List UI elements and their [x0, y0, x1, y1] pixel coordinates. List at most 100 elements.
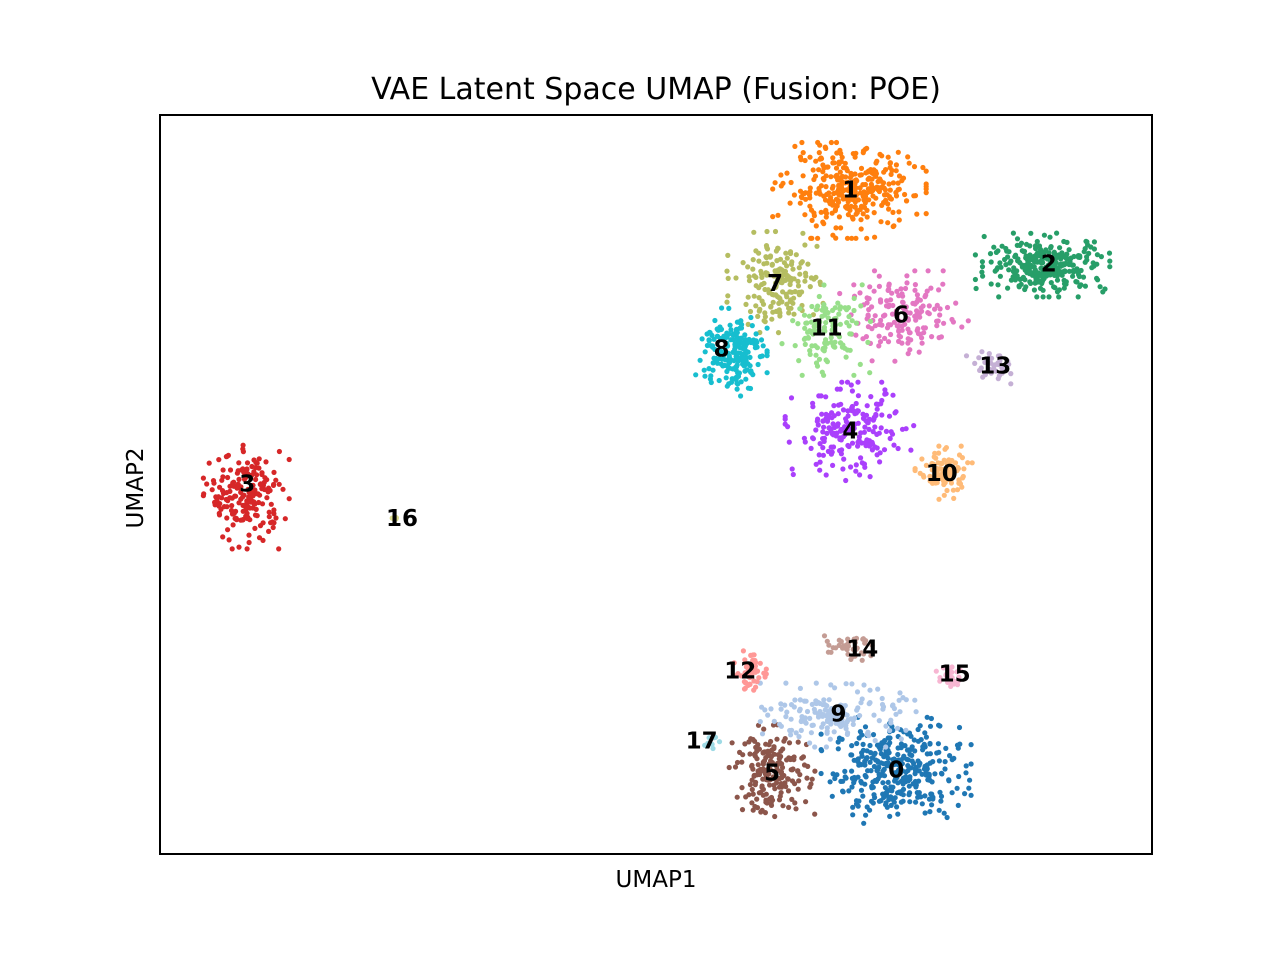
cluster-3-point [225, 527, 231, 533]
cluster-7-point [753, 248, 759, 254]
cluster-0-point [864, 804, 870, 810]
cluster-4-point [891, 442, 897, 448]
cluster-8-point [697, 357, 703, 363]
cluster-7-point [769, 316, 775, 322]
cluster-3-point [276, 448, 282, 455]
cluster-6-point [896, 293, 902, 299]
cluster-7-point [756, 258, 762, 264]
cluster-7-point [802, 270, 809, 276]
cluster-8-point [710, 360, 716, 366]
cluster-7-point [724, 268, 730, 274]
cluster-3-point [258, 481, 264, 487]
cluster-3-point [256, 456, 262, 462]
cluster-8-point [699, 336, 705, 342]
cluster-0-point [929, 779, 935, 785]
cluster-2-point [1084, 254, 1090, 260]
cluster-4-point [840, 427, 846, 433]
cluster-4-point [810, 436, 817, 442]
cluster-11-point [849, 318, 855, 324]
cluster-7-point [779, 280, 785, 286]
cluster-5-point [774, 736, 780, 742]
cluster-9-point [778, 706, 784, 712]
cluster-11-point [851, 295, 857, 301]
cluster-2-point [1095, 277, 1101, 283]
cluster-5-point [747, 751, 753, 757]
cluster-9-point [808, 730, 815, 736]
cluster-0-point [916, 762, 922, 769]
cluster-3-point [271, 507, 277, 513]
cluster-5-point [812, 811, 818, 817]
cluster-15-point [933, 668, 939, 674]
cluster-0-point [849, 784, 855, 790]
cluster-0-point [873, 778, 880, 785]
cluster-2-point [1094, 252, 1100, 258]
cluster-1-point [837, 147, 843, 153]
y-axis-label: UMAP2 [123, 448, 149, 529]
cluster-9-point [867, 700, 873, 706]
cluster-17-point [702, 742, 708, 748]
cluster-9-point [897, 709, 903, 715]
cluster-4-point [840, 466, 846, 472]
cluster-9-point [824, 725, 830, 731]
cluster-11-point [867, 318, 874, 324]
cluster-2-point [1077, 283, 1083, 289]
cluster-0-point [827, 779, 833, 785]
cluster-14-point [845, 643, 852, 649]
cluster-2-point [1006, 267, 1012, 273]
cluster-0-point [856, 762, 862, 768]
cluster-6-point [902, 285, 909, 292]
cluster-10-point [950, 487, 957, 493]
cluster-0-point [877, 746, 883, 752]
cluster-3-point [244, 460, 251, 466]
cluster-9-point [854, 689, 861, 695]
cluster-2-point [1052, 262, 1058, 268]
cluster-9-point [879, 701, 886, 708]
cluster-1-point [861, 204, 868, 210]
cluster-6-point [860, 336, 866, 342]
cluster-9-point [893, 711, 899, 717]
cluster-6-point [876, 273, 882, 279]
cluster-2-point [1040, 269, 1046, 275]
cluster-6-point [912, 282, 919, 288]
cluster-6-point [880, 313, 887, 319]
cluster-13-point [999, 368, 1006, 374]
cluster-label-17: 17 [686, 729, 718, 755]
cluster-6-point [914, 292, 921, 298]
cluster-0-point [921, 741, 927, 747]
cluster-9-point [843, 681, 849, 687]
cluster-2-point [1017, 259, 1023, 266]
cluster-1-point [885, 154, 891, 160]
cluster-9-point [797, 706, 803, 712]
cluster-7-point [777, 313, 783, 319]
cluster-3-point [236, 544, 242, 550]
cluster-3-point [240, 442, 246, 448]
cluster-9-point [807, 740, 813, 746]
cluster-1-point [862, 181, 869, 188]
cluster-6-point [894, 288, 900, 294]
cluster-9-point [832, 685, 838, 691]
cluster-3-point [236, 460, 242, 466]
cluster-6-point [871, 268, 878, 274]
cluster-2-point [1027, 243, 1033, 249]
cluster-1-point [888, 171, 894, 177]
cluster-6-point [864, 295, 870, 301]
cluster-4-point [871, 414, 877, 420]
cluster-5-point [772, 776, 778, 782]
cluster-7-point [776, 307, 782, 313]
cluster-7-point [756, 295, 762, 301]
cluster-0-point [871, 751, 878, 758]
cluster-1-point [896, 217, 902, 223]
cluster-3-point [238, 467, 245, 473]
cluster-1-point [822, 209, 829, 215]
cluster-0-point [840, 789, 846, 795]
cluster-3-point [219, 477, 225, 483]
cluster-4-point [824, 430, 830, 436]
cluster-11-point [795, 321, 801, 327]
cluster-1-point [840, 165, 847, 171]
cluster-3-point [209, 487, 215, 493]
cluster-3-point [252, 465, 259, 471]
cluster-9-point [888, 717, 894, 723]
cluster-0-point [915, 726, 921, 733]
cluster-3-point [236, 476, 242, 482]
cluster-2-point [1045, 269, 1051, 275]
